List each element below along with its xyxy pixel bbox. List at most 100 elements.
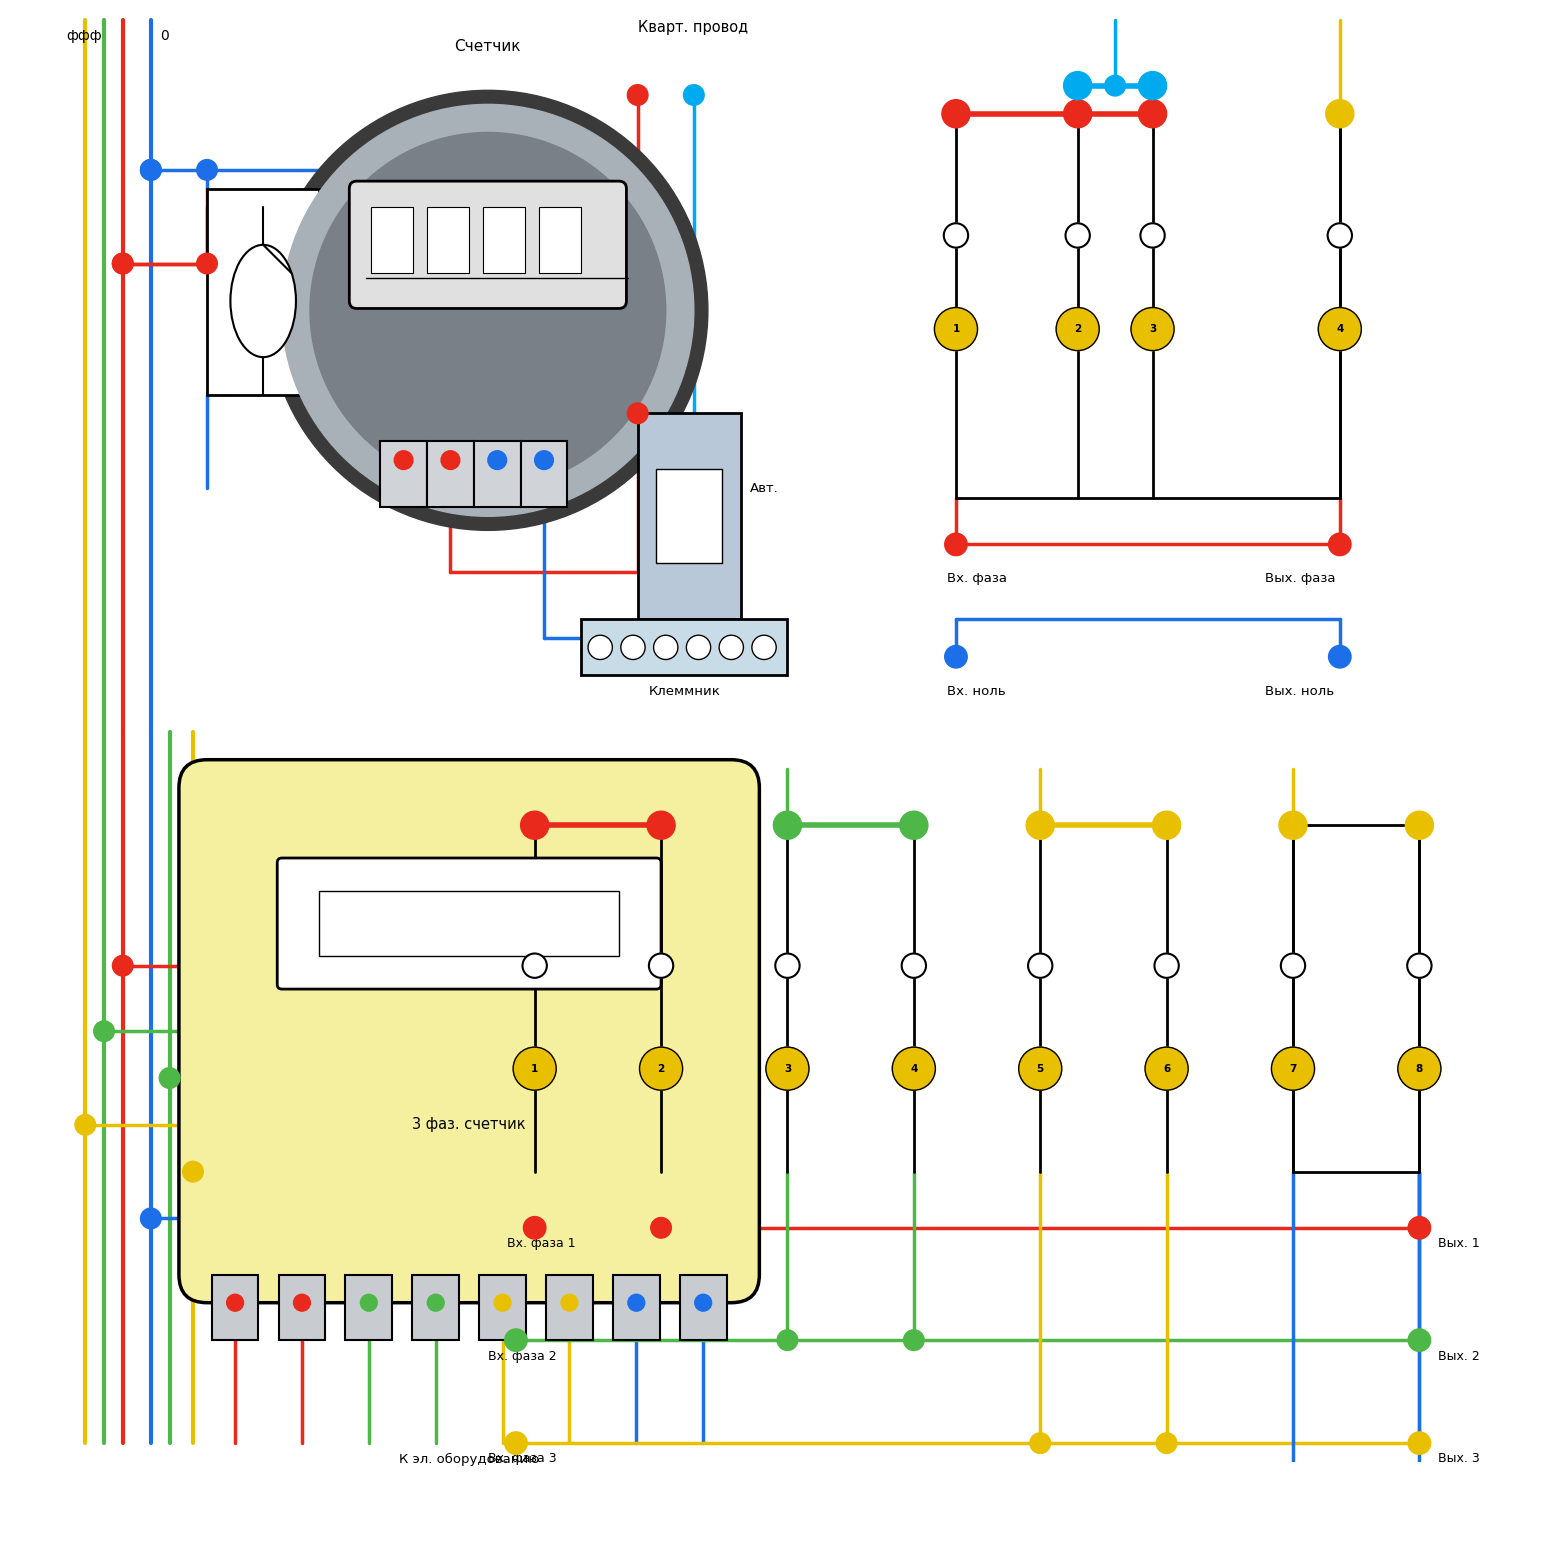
Circle shape	[441, 451, 460, 470]
Circle shape	[1409, 1544, 1431, 1561]
Circle shape	[140, 159, 161, 180]
Circle shape	[112, 253, 133, 273]
Circle shape	[683, 84, 704, 105]
Bar	[657, 470, 722, 564]
Bar	[279, 1275, 326, 1341]
Circle shape	[505, 1544, 527, 1561]
Circle shape	[1064, 72, 1092, 100]
Text: 7: 7	[1289, 1063, 1296, 1074]
Text: Вых. 3: Вых. 3	[1438, 1452, 1480, 1466]
FancyBboxPatch shape	[349, 181, 627, 309]
Bar	[320, 891, 619, 957]
Circle shape	[197, 159, 217, 180]
Circle shape	[1406, 812, 1434, 840]
Circle shape	[535, 451, 554, 470]
Text: К эл. оборудованию: К эл. оборудованию	[399, 1452, 540, 1466]
Text: 4: 4	[1335, 325, 1343, 334]
Circle shape	[1409, 1431, 1431, 1455]
Circle shape	[651, 1218, 671, 1238]
Text: 3: 3	[1150, 325, 1156, 334]
Bar	[521, 442, 568, 507]
Circle shape	[197, 253, 217, 273]
Text: 4: 4	[909, 1063, 917, 1074]
Circle shape	[627, 403, 647, 423]
Circle shape	[523, 954, 548, 977]
Text: Вых. 2: Вых. 2	[1438, 1350, 1480, 1363]
Circle shape	[588, 635, 613, 660]
Text: Руб.: Руб.	[329, 357, 357, 370]
Circle shape	[1026, 812, 1055, 840]
Circle shape	[945, 646, 967, 668]
Bar	[207, 189, 320, 395]
Circle shape	[775, 954, 800, 977]
Bar	[484, 208, 526, 273]
Circle shape	[647, 812, 675, 840]
Text: 0: 0	[161, 30, 168, 44]
Circle shape	[777, 1330, 797, 1350]
Circle shape	[1326, 100, 1354, 128]
Circle shape	[627, 1294, 644, 1311]
Text: 5: 5	[1036, 1063, 1044, 1074]
Circle shape	[488, 451, 507, 470]
Bar	[540, 208, 582, 273]
Circle shape	[282, 105, 694, 517]
Ellipse shape	[231, 245, 296, 357]
Circle shape	[1065, 223, 1090, 248]
Text: Вх. фаза: Вх. фаза	[947, 573, 1006, 585]
Text: ффф: ффф	[67, 30, 103, 44]
Circle shape	[1140, 223, 1165, 248]
Circle shape	[719, 635, 744, 660]
Circle shape	[1056, 308, 1100, 351]
Circle shape	[1281, 954, 1306, 977]
Text: Вх. ноль: Вх. ноль	[947, 685, 1005, 698]
Text: Вх. фаза 2: Вх. фаза 2	[488, 1350, 557, 1363]
Circle shape	[505, 1328, 527, 1352]
Circle shape	[1279, 812, 1307, 840]
Text: Вх. фаза 3: Вх. фаза 3	[488, 1452, 557, 1466]
Text: 8: 8	[1416, 1063, 1423, 1074]
Circle shape	[694, 1294, 711, 1311]
Circle shape	[94, 1021, 114, 1041]
Circle shape	[934, 308, 978, 351]
Circle shape	[1153, 812, 1181, 840]
Circle shape	[654, 635, 679, 660]
FancyBboxPatch shape	[278, 859, 661, 990]
Text: 6: 6	[1164, 1063, 1170, 1074]
Circle shape	[766, 1047, 810, 1090]
Circle shape	[562, 1294, 577, 1311]
Bar	[371, 208, 413, 273]
Text: 1: 1	[952, 325, 959, 334]
Circle shape	[310, 133, 666, 489]
Circle shape	[1028, 954, 1053, 977]
Circle shape	[1064, 100, 1092, 128]
Text: Вых. 1: Вых. 1	[1438, 1238, 1480, 1250]
Circle shape	[293, 1294, 310, 1311]
Circle shape	[1131, 308, 1175, 351]
Text: Вх. фаза 1: Вх. фаза 1	[507, 1238, 576, 1250]
Circle shape	[75, 1115, 95, 1135]
Circle shape	[752, 635, 777, 660]
Bar	[638, 414, 741, 620]
Circle shape	[268, 91, 708, 531]
Circle shape	[505, 1431, 527, 1455]
Circle shape	[140, 159, 161, 180]
Text: Вых. ноль: Вых. ноль	[1265, 685, 1334, 698]
Circle shape	[1282, 1545, 1303, 1561]
Circle shape	[395, 451, 413, 470]
Circle shape	[942, 100, 970, 128]
Circle shape	[1328, 223, 1353, 248]
Bar	[479, 1275, 526, 1341]
Circle shape	[1030, 1433, 1050, 1453]
Bar	[474, 442, 521, 507]
Circle shape	[627, 84, 647, 105]
Circle shape	[1329, 646, 1351, 668]
Circle shape	[1154, 954, 1179, 977]
Text: 3 фаз. счетчик: 3 фаз. счетчик	[412, 1118, 526, 1132]
Circle shape	[183, 1161, 203, 1182]
Circle shape	[1139, 72, 1167, 100]
Circle shape	[427, 1294, 445, 1311]
Bar	[345, 1275, 392, 1341]
Circle shape	[1139, 100, 1167, 128]
Circle shape	[1407, 954, 1432, 977]
Text: Счетчик: Счетчик	[454, 39, 521, 53]
